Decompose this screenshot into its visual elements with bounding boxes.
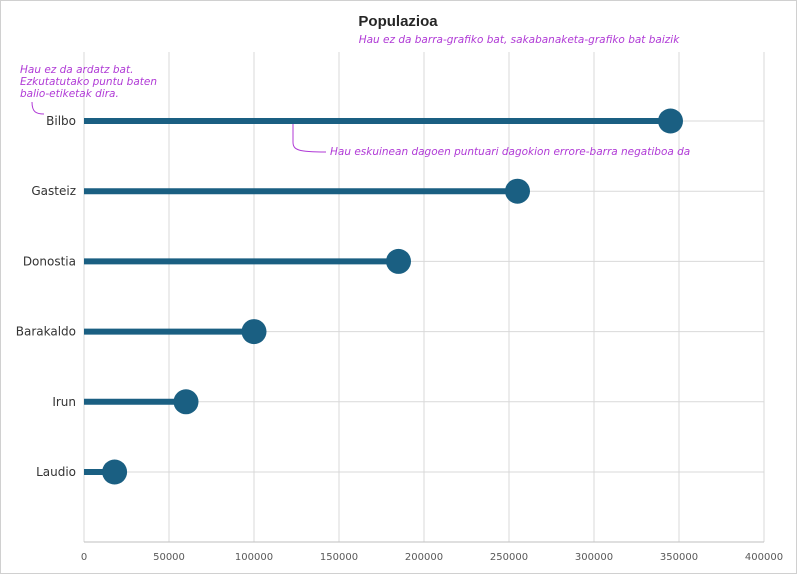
x-tick-label-5: 250000 (490, 552, 528, 563)
stems (84, 118, 671, 475)
category-label-laudio: Laudio (36, 465, 76, 479)
annotations: Hau ez da barra-grafiko bat, sakabanaket… (20, 34, 690, 158)
x-tick-labels: 0 50000 100000 150000 200000 250000 300000 3500… (81, 552, 783, 563)
category-labels: Bilbo Gasteiz Donostia Barakaldo Irun Laudio (16, 114, 76, 479)
x-tick-label-6: 300000 (575, 552, 613, 563)
category-label-donostia: Donostia (23, 254, 76, 268)
axis-annotation-line-2: Ezkutatutako puntu baten (20, 76, 157, 88)
category-label-barakaldo: Barakaldo (16, 325, 76, 339)
point-bilbo (658, 108, 683, 134)
points (102, 108, 683, 485)
subtitle-annotation: Hau ez da barra-grafiko bat, sakabanaket… (359, 34, 680, 46)
axis-annotation-line-1: Hau ez da ardatz bat. (20, 64, 133, 76)
x-tick-label-1: 50000 (153, 552, 185, 563)
category-label-bilbo: Bilbo (46, 114, 76, 128)
x-tick-label-7: 350000 (660, 552, 698, 563)
axis-annotation-leader (31, 101, 45, 115)
errorbar-annotation: Hau eskuinean dagoen puntuari dagokion e… (330, 146, 690, 158)
point-irun (173, 389, 199, 415)
x-tick-label-3: 150000 (320, 552, 358, 563)
category-label-gasteiz: Gasteiz (31, 184, 76, 198)
axis-annotation-line-3: balio-etiketak dira. (20, 88, 119, 100)
x-tick-label-4: 200000 (405, 552, 443, 563)
category-label-irun: Irun (52, 395, 76, 409)
x-tick-label-2: 100000 (235, 552, 273, 563)
errorbar-annotation-leader (292, 124, 327, 153)
point-barakaldo (241, 319, 267, 345)
point-laudio (102, 459, 128, 485)
x-tick-label-0: 0 (81, 552, 87, 563)
point-gasteiz (505, 178, 530, 204)
point-donostia (386, 248, 411, 274)
x-tick-label-8: 400000 (745, 552, 783, 563)
chart-title: Populazioa (358, 13, 438, 30)
